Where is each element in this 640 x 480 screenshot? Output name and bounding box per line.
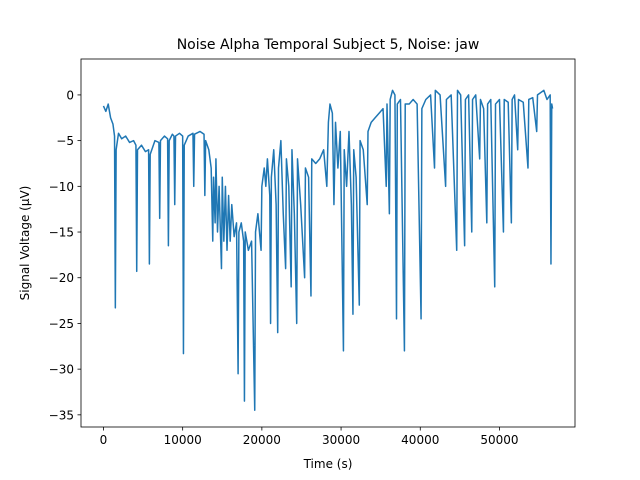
chart-title: Noise Alpha Temporal Subject 5, Noise: j…	[177, 37, 480, 53]
x-tick-label: 50000	[480, 433, 518, 447]
y-tick-label: −10	[49, 180, 74, 194]
y-tick-label: −25	[49, 317, 74, 331]
signal-line	[102, 89, 554, 412]
x-tick-label: 20000	[243, 433, 281, 447]
y-tick-label: 0	[66, 88, 74, 102]
y-axis-label: Signal Voltage (μV)	[18, 186, 32, 301]
x-tick-label: 30000	[322, 433, 360, 447]
y-tick-label: −5	[56, 134, 74, 148]
y-tick-label: −20	[49, 271, 74, 285]
x-axis-label: Time (s)	[303, 457, 353, 471]
x-tick-label: 10000	[164, 433, 202, 447]
y-tick-label: −35	[49, 408, 74, 422]
x-tick-label: 40000	[401, 433, 439, 447]
x-tick-label: 0	[100, 433, 108, 447]
y-tick-label: −30	[49, 363, 74, 377]
y-tick-label: −15	[49, 226, 74, 240]
plot-frame	[80, 58, 576, 428]
